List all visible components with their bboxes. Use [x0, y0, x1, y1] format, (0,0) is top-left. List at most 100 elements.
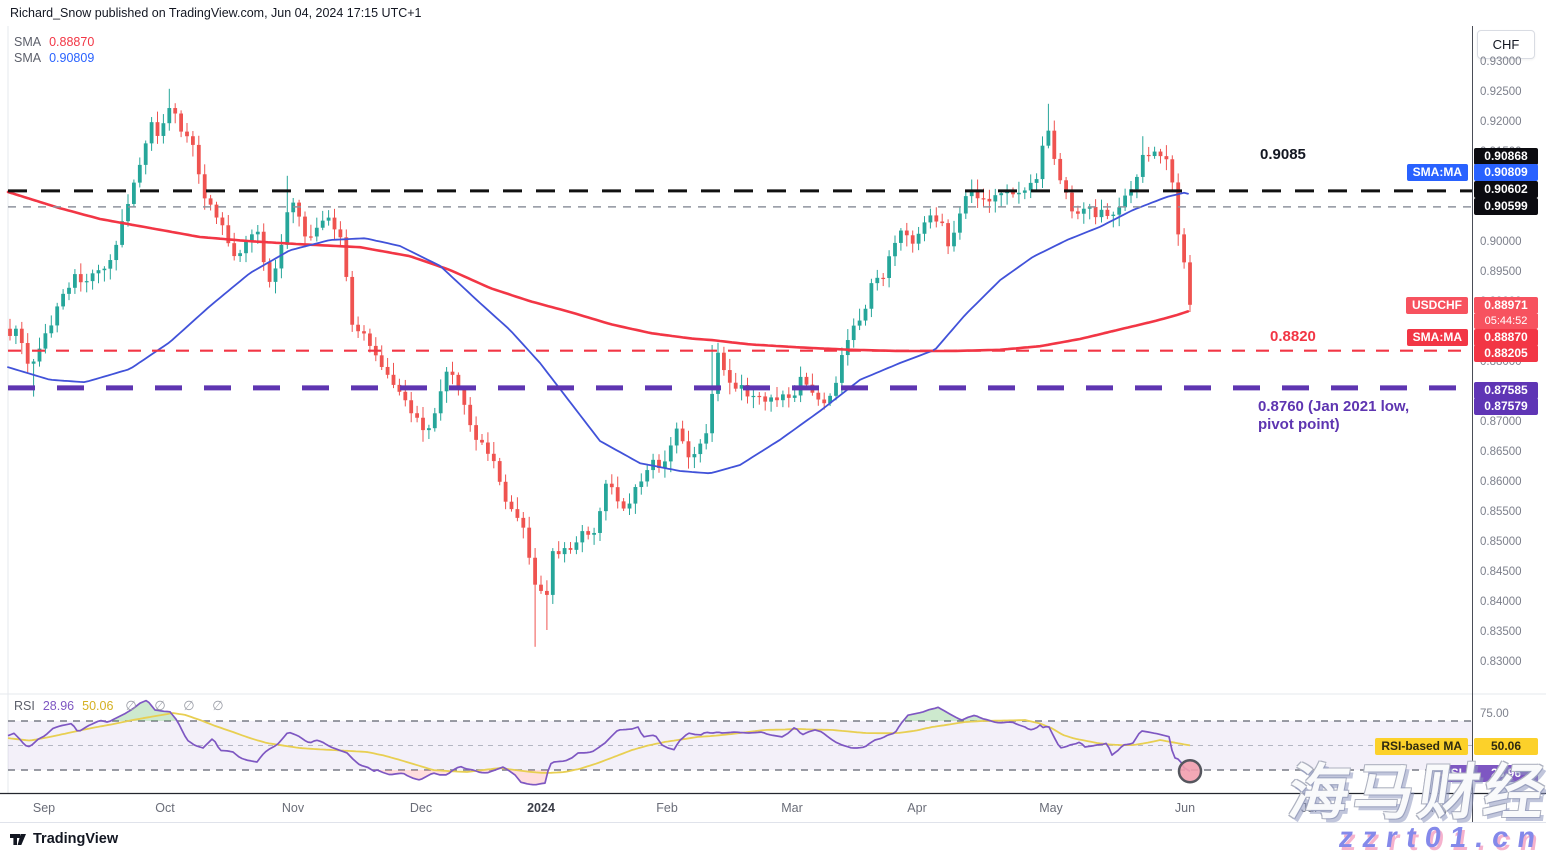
candle-body	[604, 483, 608, 512]
annotation-8760: 0.8760 (Jan 2021 low, pivot point)	[1258, 398, 1409, 434]
candle-body	[946, 223, 950, 247]
candle-body	[816, 392, 821, 400]
candle-body	[1105, 209, 1110, 216]
time-axis-label-Apr: Apr	[907, 801, 927, 815]
annotation-8820: 0.8820	[1270, 328, 1316, 345]
candle-body	[279, 244, 284, 269]
price-tick-label: 0.87000	[1480, 416, 1522, 428]
price-tick-label: 0.92000	[1480, 116, 1522, 128]
candle-body	[568, 548, 573, 550]
candle-body	[391, 374, 396, 385]
candle-body	[1140, 154, 1145, 177]
candle-body	[627, 503, 632, 509]
indicator-legend: SMA 0.88870 SMA 0.90809	[14, 34, 94, 66]
brand-footer[interactable]: TradingView	[10, 831, 118, 847]
price-tick-label: 0.90000	[1480, 236, 1522, 248]
candle-body	[845, 340, 850, 356]
candle-body	[574, 542, 579, 550]
candle-body	[344, 237, 349, 277]
candle-body	[120, 221, 124, 245]
candle-body	[468, 404, 473, 426]
annotation-8760-line2: pivot point)	[1258, 416, 1340, 433]
candle-body	[975, 189, 980, 199]
candle-body	[745, 385, 750, 397]
candle-body	[427, 428, 431, 431]
candle-body	[1093, 206, 1098, 218]
candle-body	[645, 470, 650, 482]
candle-body	[1123, 195, 1127, 208]
candle-body	[450, 371, 455, 375]
candle-body	[657, 459, 661, 469]
candle-body	[786, 394, 791, 398]
axis-price-badge-purple-level-lower: 0.87579	[1474, 397, 1538, 415]
rsi-tick-label: 75.00	[1480, 707, 1509, 720]
candle-body	[208, 198, 213, 205]
candle-body	[214, 204, 219, 218]
sma-slow-label: SMA	[14, 35, 42, 49]
candle-body	[633, 487, 638, 504]
candle-body	[757, 395, 762, 398]
candle-body	[887, 256, 891, 278]
candle-body	[1017, 192, 1021, 195]
candle-body	[609, 483, 614, 488]
rsi-line	[7, 699, 1191, 786]
candle-body	[916, 233, 921, 244]
rsi-value-text: 28.96	[42, 699, 75, 713]
candle-body	[863, 308, 868, 321]
candle-body	[161, 123, 166, 136]
watermark-cjk: 海马财经	[1284, 759, 1546, 826]
candle-body	[1046, 130, 1051, 146]
price-tick-label: 0.86000	[1480, 476, 1522, 488]
hidden-plots-icons[interactable]: ∅ ∅ ∅ ∅	[125, 698, 231, 713]
candle-body	[1188, 262, 1192, 305]
axis-countdown-badge: 05:44:52	[1474, 313, 1538, 329]
candle-body	[562, 548, 567, 555]
candle-body	[220, 217, 225, 226]
candle-body	[934, 215, 939, 222]
candle-body	[1164, 156, 1169, 160]
price-tick-label: 0.85500	[1480, 506, 1522, 518]
price-tick-label: 0.83500	[1480, 626, 1522, 638]
candle-body	[686, 441, 691, 458]
candle-body	[875, 277, 880, 284]
candle-body	[1170, 159, 1175, 183]
candle-body	[255, 231, 260, 235]
axis-badge-source-label: SMA:MA	[1406, 328, 1468, 346]
candle-body	[244, 240, 248, 254]
candle-body	[356, 324, 360, 332]
candle-body	[580, 531, 585, 543]
candle-body	[320, 220, 325, 228]
rsi-oversold-fill	[374, 770, 452, 780]
candle-body	[250, 234, 254, 241]
candle-body	[904, 230, 909, 236]
candle-body	[1099, 209, 1104, 218]
candle-body	[639, 481, 644, 488]
candle-body	[43, 333, 48, 349]
candle-body	[586, 531, 591, 535]
candle-body	[857, 320, 862, 326]
candle-body	[149, 122, 154, 144]
candle-body	[592, 532, 596, 535]
candle-body	[196, 144, 201, 175]
candle-body	[362, 331, 366, 334]
time-axis-label-Jun: Jun	[1174, 801, 1196, 815]
candle-body	[338, 229, 343, 238]
price-tick-label: 0.92500	[1480, 86, 1522, 98]
candle-body	[421, 417, 425, 431]
time-axis-label-Aug: Aug	[1424, 801, 1448, 815]
candle-body	[303, 216, 307, 237]
candle-body	[179, 113, 183, 132]
candle-body	[444, 371, 449, 392]
currency-selector-button[interactable]: CHF	[1477, 30, 1535, 59]
candle-body	[61, 293, 65, 307]
candle-body	[1152, 151, 1157, 157]
axis-price-badge-black-level-lower2: 0.90599	[1474, 197, 1538, 215]
candle-body	[432, 413, 437, 429]
candle-body	[480, 439, 484, 443]
candle-body	[403, 391, 408, 401]
publication-title: Richard_Snow published on TradingView.co…	[10, 6, 422, 20]
candle-body	[663, 461, 667, 469]
time-axis-label-Jul: Jul	[1301, 801, 1317, 815]
axis-price-badge-purple-level-upper: 0.87585	[1474, 381, 1538, 399]
